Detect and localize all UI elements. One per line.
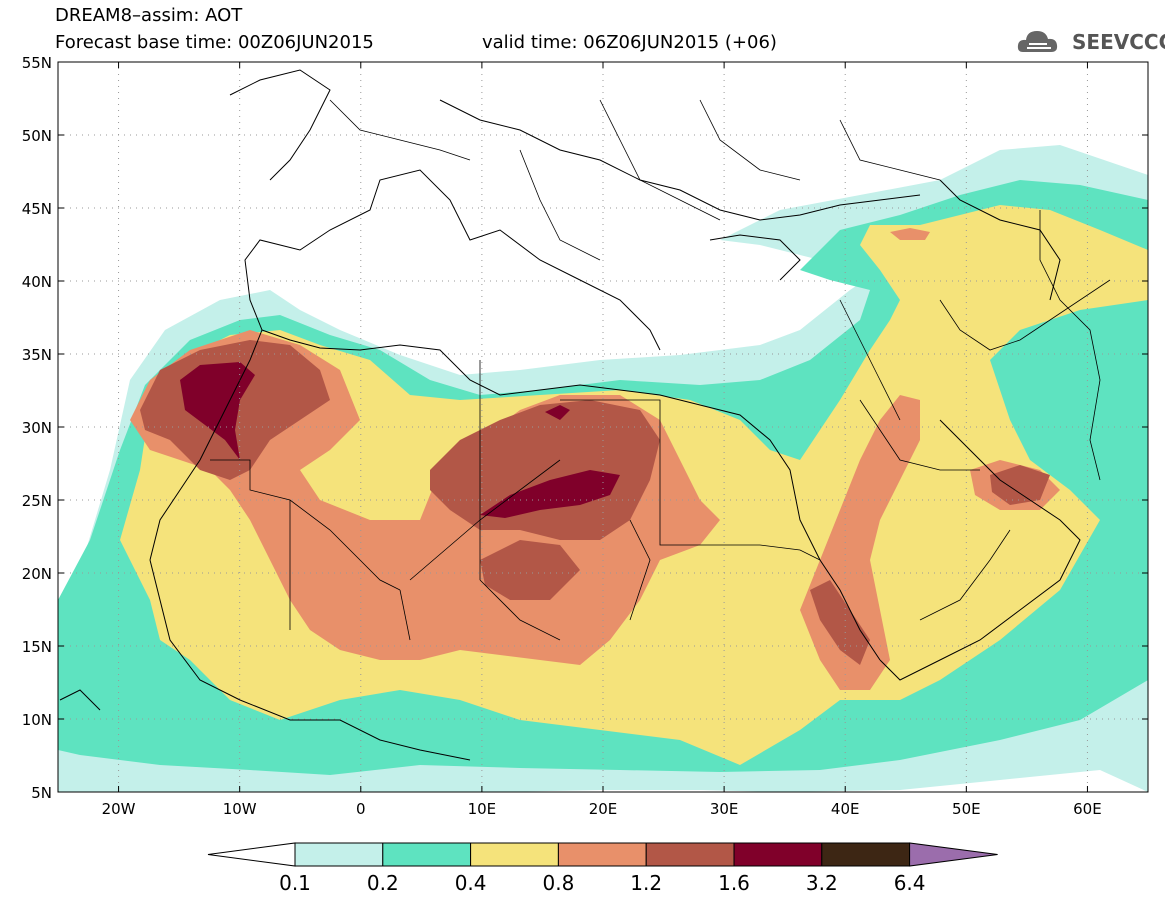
lon-label: 40E (831, 800, 860, 818)
coastlines (59, 69, 1081, 761)
cloud-icon (1017, 31, 1058, 52)
lat-label: 5N (31, 784, 52, 802)
legend-label: 3.2 (806, 871, 838, 895)
lat-label: 15N (22, 638, 52, 656)
lat-label: 35N (22, 346, 52, 364)
legend-swatch (733, 842, 823, 867)
aot-contour-1.2-red-sea (810, 580, 870, 665)
aot-contour-1.6-libya (480, 470, 620, 518)
legend-swatch (821, 842, 911, 867)
lat-label: 20N (22, 565, 52, 583)
aot-field (58, 62, 1148, 792)
legend-label: 0.1 (279, 871, 311, 895)
legend-swatch (294, 842, 384, 867)
lon-label: 0 (356, 800, 366, 818)
logo-text: SEEVCCC (1072, 30, 1165, 54)
lon-label: 10W (223, 800, 257, 818)
longitude-labels: 20W 10W 0 10E 20E 30E 40E 50E 60E (102, 62, 1102, 818)
legend-label: 0.4 (455, 871, 487, 895)
lat-label: 10N (22, 711, 52, 729)
lon-label: 60E (1073, 800, 1102, 818)
legend-arrow-high (909, 842, 998, 867)
lat-label: 50N (22, 127, 52, 145)
aot-contour-1.6-north (545, 405, 570, 420)
aot-contour-0.8-caucasus (890, 228, 930, 240)
legend-label: 0.8 (542, 871, 574, 895)
aot-contour-1.2-chad (480, 540, 580, 600)
legend-swatch (557, 842, 647, 867)
aot-contour-1.2-oman (990, 465, 1050, 505)
legend-arrow-low (207, 842, 296, 867)
valid-time: valid time: 06Z06JUN2015 (+06) (482, 32, 777, 53)
latitude-labels: 55N 50N 45N 40N 35N 30N 25N 20N 15N 10N 5N (22, 54, 1148, 802)
legend-label: 6.4 (894, 871, 926, 895)
legend-label: 1.6 (718, 871, 750, 895)
legend-label: 1.2 (630, 871, 662, 895)
country-borders (210, 99, 1111, 641)
legend-swatch (645, 842, 735, 867)
lat-label: 30N (22, 419, 52, 437)
lon-label: 20W (102, 800, 136, 818)
lon-label: 50E (952, 800, 981, 818)
lat-label: 40N (22, 273, 52, 291)
lat-label: 55N (22, 54, 52, 72)
lat-label: 25N (22, 492, 52, 510)
lon-label: 20E (589, 800, 618, 818)
legend-swatch (382, 842, 472, 867)
lat-label: 45N (22, 200, 52, 218)
forecast-base-time: Forecast base time: 00Z06JUN2015 (55, 32, 374, 53)
legend-label: 0.2 (367, 871, 399, 895)
lon-label: 10E (468, 800, 497, 818)
legend-swatch (470, 842, 559, 867)
chart-title: DREAM8–assim: AOT (55, 5, 243, 26)
lon-label: 30E (710, 800, 739, 818)
legend-colorbar: 0.1 0.2 0.4 0.8 1.2 1.6 3.2 6.4 (207, 842, 998, 895)
